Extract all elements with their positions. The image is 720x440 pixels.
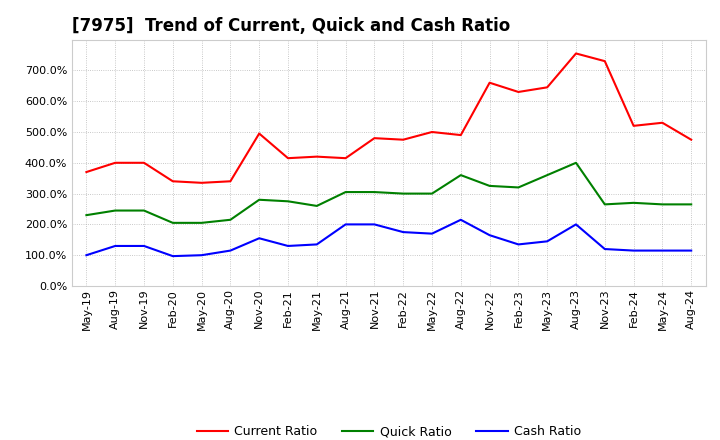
Quick Ratio <box>629 200 638 205</box>
Cash Ratio <box>456 217 465 222</box>
Quick Ratio <box>312 203 321 209</box>
Current Ratio <box>543 84 552 90</box>
Cash Ratio <box>140 243 148 249</box>
Cash Ratio <box>370 222 379 227</box>
Quick Ratio <box>600 202 609 207</box>
Quick Ratio <box>197 220 206 225</box>
Quick Ratio <box>687 202 696 207</box>
Cash Ratio <box>600 246 609 252</box>
Current Ratio <box>284 155 292 161</box>
Current Ratio <box>82 169 91 175</box>
Cash Ratio <box>658 248 667 253</box>
Quick Ratio <box>514 185 523 190</box>
Current Ratio <box>399 137 408 142</box>
Quick Ratio <box>456 172 465 178</box>
Quick Ratio <box>485 183 494 188</box>
Quick Ratio <box>658 202 667 207</box>
Cash Ratio <box>168 253 177 259</box>
Quick Ratio <box>168 220 177 225</box>
Current Ratio <box>111 160 120 165</box>
Current Ratio <box>341 155 350 161</box>
Current Ratio <box>168 179 177 184</box>
Cash Ratio <box>514 242 523 247</box>
Cash Ratio <box>687 248 696 253</box>
Current Ratio <box>456 132 465 138</box>
Line: Current Ratio: Current Ratio <box>86 53 691 183</box>
Cash Ratio <box>197 253 206 258</box>
Line: Quick Ratio: Quick Ratio <box>86 163 691 223</box>
Current Ratio <box>312 154 321 159</box>
Cash Ratio <box>226 248 235 253</box>
Cash Ratio <box>82 253 91 258</box>
Current Ratio <box>600 59 609 64</box>
Current Ratio <box>687 137 696 142</box>
Cash Ratio <box>284 243 292 249</box>
Cash Ratio <box>111 243 120 249</box>
Current Ratio <box>485 80 494 85</box>
Current Ratio <box>370 136 379 141</box>
Quick Ratio <box>572 160 580 165</box>
Cash Ratio <box>543 238 552 244</box>
Quick Ratio <box>226 217 235 222</box>
Text: [7975]  Trend of Current, Quick and Cash Ratio: [7975] Trend of Current, Quick and Cash … <box>72 17 510 35</box>
Current Ratio <box>428 129 436 135</box>
Cash Ratio <box>255 236 264 241</box>
Cash Ratio <box>341 222 350 227</box>
Quick Ratio <box>82 213 91 218</box>
Current Ratio <box>255 131 264 136</box>
Quick Ratio <box>284 198 292 204</box>
Legend: Current Ratio, Quick Ratio, Cash Ratio: Current Ratio, Quick Ratio, Cash Ratio <box>192 420 586 440</box>
Quick Ratio <box>341 189 350 194</box>
Quick Ratio <box>399 191 408 196</box>
Cash Ratio <box>572 222 580 227</box>
Current Ratio <box>140 160 148 165</box>
Quick Ratio <box>140 208 148 213</box>
Quick Ratio <box>428 191 436 196</box>
Quick Ratio <box>370 189 379 194</box>
Current Ratio <box>226 179 235 184</box>
Cash Ratio <box>629 248 638 253</box>
Current Ratio <box>629 123 638 128</box>
Quick Ratio <box>543 172 552 178</box>
Quick Ratio <box>255 197 264 202</box>
Cash Ratio <box>312 242 321 247</box>
Current Ratio <box>514 89 523 95</box>
Quick Ratio <box>111 208 120 213</box>
Current Ratio <box>658 120 667 125</box>
Line: Cash Ratio: Cash Ratio <box>86 220 691 256</box>
Cash Ratio <box>485 232 494 238</box>
Cash Ratio <box>428 231 436 236</box>
Current Ratio <box>572 51 580 56</box>
Cash Ratio <box>399 230 408 235</box>
Current Ratio <box>197 180 206 185</box>
